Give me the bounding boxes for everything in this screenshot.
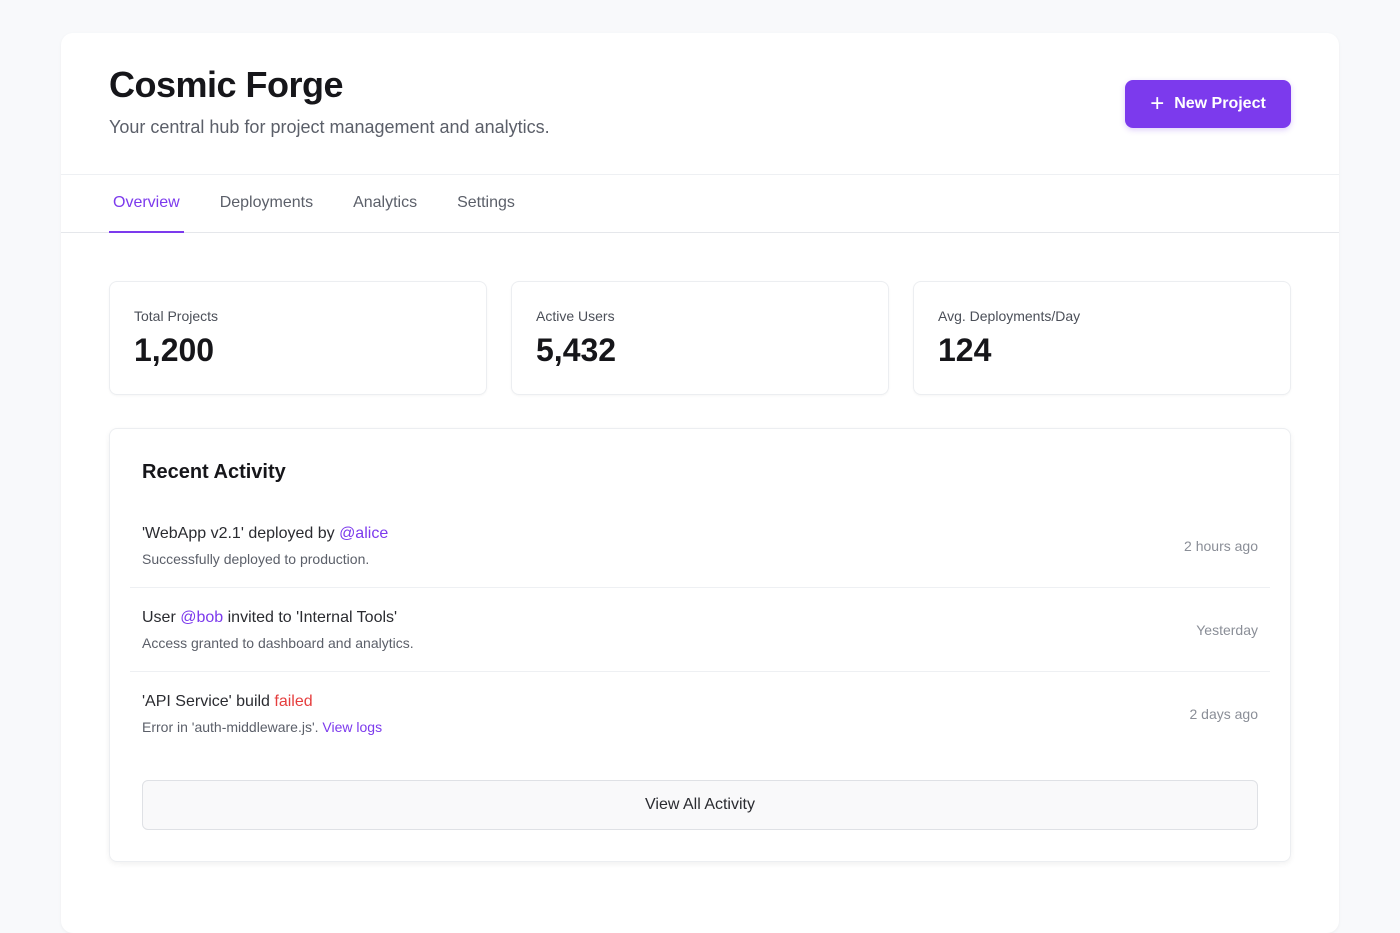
page-subtitle: Your central hub for project management … xyxy=(109,117,550,137)
new-project-button[interactable]: + New Project xyxy=(1125,80,1291,128)
activity-time: 2 days ago xyxy=(1189,706,1259,722)
stat-label: Avg. Deployments/Day xyxy=(938,308,1081,324)
user-mention-link[interactable]: @bob xyxy=(180,608,224,626)
tab-deployments[interactable]: Deployments xyxy=(219,194,314,211)
activity-detail: Successfully deployed to production. xyxy=(142,550,370,567)
stat-label: Total Projects xyxy=(134,308,219,324)
activity-text-part: invited to 'Internal Tools' xyxy=(223,608,398,626)
activity-text: 'API Service' build failed xyxy=(142,693,382,711)
user-mention-link[interactable]: @alice xyxy=(339,524,389,542)
activity-detail: Error in 'auth-middleware.js'. View logs xyxy=(142,719,382,735)
activity-text: 'WebApp v2.1' deployed by @alice xyxy=(142,525,388,543)
stat-card-avg-deployments: Avg. Deployments/Day 124 xyxy=(913,281,1291,395)
stat-value: 1,200 xyxy=(134,332,215,368)
new-project-label: New Project xyxy=(1174,95,1266,112)
activity-item: User @bob invited to 'Internal Tools' Ac… xyxy=(130,588,1270,672)
stat-value: 5,432 xyxy=(536,332,617,368)
recent-activity-card: Recent Activity 'WebApp v2.1' deployed b… xyxy=(109,428,1291,862)
activity-detail: Access granted to dashboard and analytic… xyxy=(142,634,414,651)
stat-value: 124 xyxy=(938,332,992,368)
activity-text-part: User xyxy=(142,608,181,626)
activity-text-part: 'WebApp v2.1' deployed by xyxy=(142,524,340,542)
activity-detail-text: Error in 'auth-middleware.js'. xyxy=(142,719,323,735)
page-header: Cosmic Forge Your central hub for projec… xyxy=(61,33,1339,175)
main-card: Cosmic Forge Your central hub for projec… xyxy=(61,33,1339,933)
activity-item: 'API Service' build failed Error in 'aut… xyxy=(130,672,1270,756)
tab-bar: Overview Deployments Analytics Settings xyxy=(61,175,1339,233)
stat-card-active-users: Active Users 5,432 xyxy=(511,281,889,395)
stats-row: Total Projects 1,200 Active Users 5,432 … xyxy=(109,281,1291,395)
tab-settings[interactable]: Settings xyxy=(457,194,515,211)
page-title: Cosmic Forge xyxy=(109,64,344,105)
activity-list: 'WebApp v2.1' deployed by @alice Success… xyxy=(130,504,1270,756)
failed-status: failed xyxy=(274,693,313,710)
activity-time: 2 hours ago xyxy=(1184,537,1258,554)
activity-text: User @bob invited to 'Internal Tools' xyxy=(142,609,414,627)
activity-text-part: 'API Service' build xyxy=(142,693,275,710)
plus-icon: + xyxy=(1150,90,1165,117)
view-logs-link[interactable]: View logs xyxy=(322,719,383,735)
tab-analytics[interactable]: Analytics xyxy=(353,194,418,211)
activity-item: 'WebApp v2.1' deployed by @alice Success… xyxy=(130,504,1270,588)
stat-card-total-projects: Total Projects 1,200 xyxy=(109,281,487,395)
stat-label: Active Users xyxy=(536,308,615,324)
tab-overview[interactable]: Overview xyxy=(109,175,184,233)
recent-activity-title: Recent Activity xyxy=(142,461,286,483)
view-all-activity-button[interactable]: View All Activity xyxy=(142,780,1258,830)
activity-time: Yesterday xyxy=(1196,621,1258,638)
